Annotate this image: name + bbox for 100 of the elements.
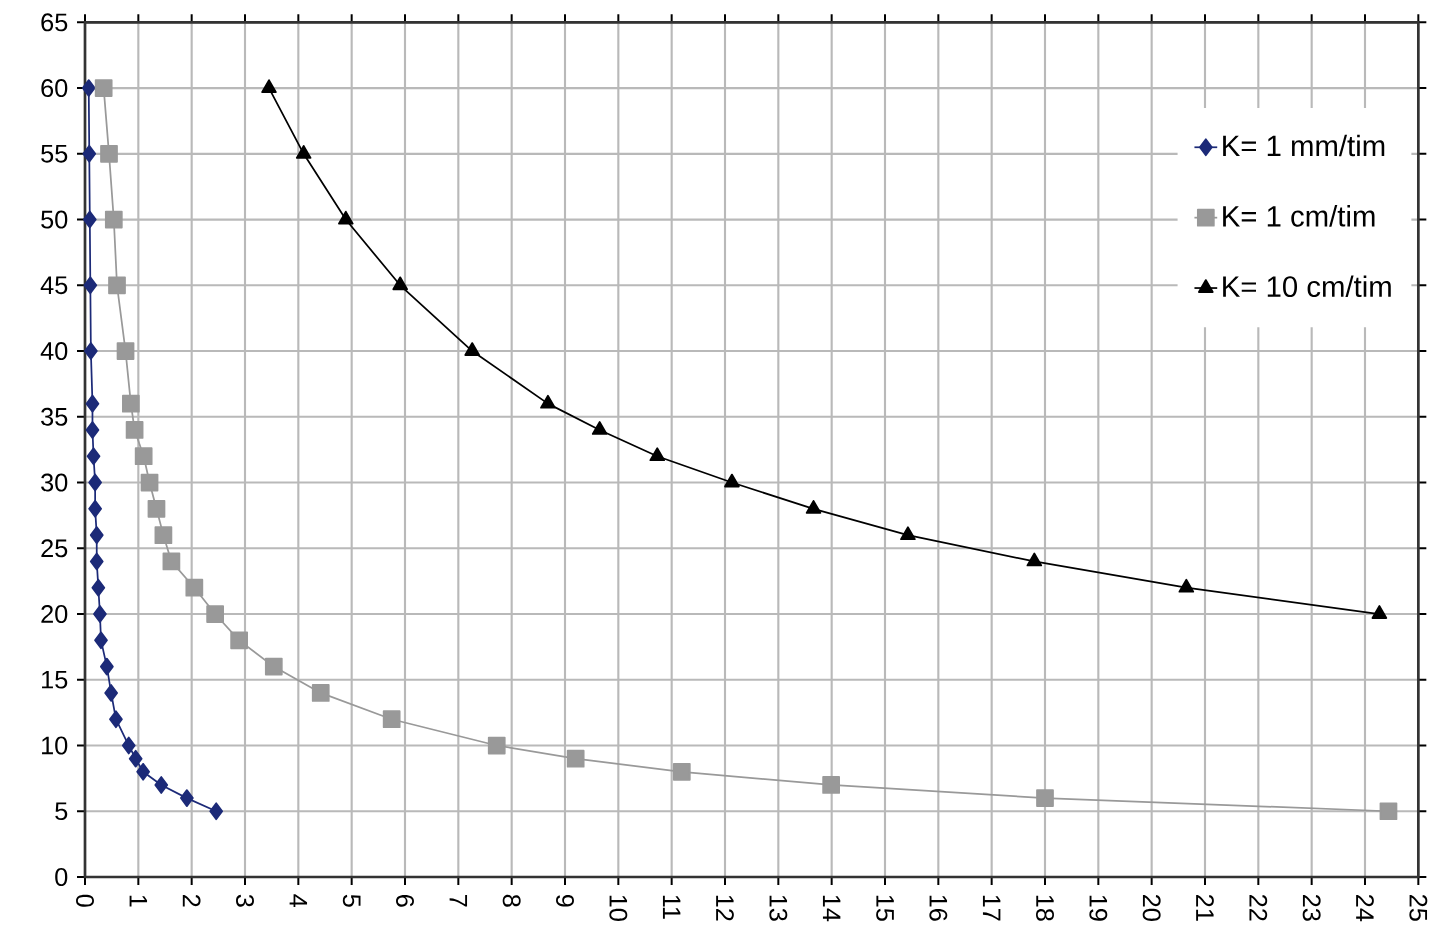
point <box>311 684 330 702</box>
y-tick-label: 30 <box>41 473 68 492</box>
point <box>140 473 159 492</box>
point <box>147 499 166 518</box>
y-tick-label: 60 <box>41 79 68 98</box>
point <box>109 710 123 729</box>
point <box>230 631 248 650</box>
point <box>82 210 97 229</box>
point <box>261 79 277 93</box>
x-tick-label: 15 <box>876 895 894 921</box>
point <box>91 578 106 597</box>
point <box>93 605 107 623</box>
point <box>264 657 283 676</box>
point <box>121 736 136 755</box>
point <box>94 79 113 97</box>
point <box>128 749 143 768</box>
x-tick-label: 24 <box>1356 894 1374 922</box>
point <box>88 473 103 492</box>
y-tick-label: 50 <box>41 210 68 229</box>
point <box>125 421 144 439</box>
x-tick-label: 2 <box>182 894 201 907</box>
x-tick-label: 12 <box>716 895 734 921</box>
point <box>122 394 140 413</box>
point <box>464 342 480 356</box>
x-tick-label: 20 <box>1142 894 1161 921</box>
x-tick-label: 7 <box>449 895 468 907</box>
x-tick-label: 0 <box>76 894 94 907</box>
point <box>154 776 169 794</box>
point <box>1178 578 1195 593</box>
x-tick-label: 19 <box>1089 895 1108 921</box>
point <box>672 762 691 781</box>
point <box>116 342 135 360</box>
point <box>649 447 666 462</box>
legend-label: K= 1 cm/tim <box>1223 205 1375 227</box>
point <box>100 657 114 676</box>
x-tick-label: 11 <box>662 895 681 919</box>
point <box>85 394 100 413</box>
point <box>84 342 98 360</box>
point <box>209 802 224 821</box>
legend-label: K= 1 mm/tim <box>1223 134 1385 157</box>
x-tick-label: 25 <box>1409 894 1428 921</box>
point <box>180 789 194 807</box>
point <box>1026 552 1043 567</box>
point <box>724 473 740 488</box>
y-tick-label: 45 <box>40 276 68 295</box>
point <box>382 710 401 729</box>
x-tick-label: 18 <box>1036 895 1054 921</box>
legend-label: K= 10 cm/tim <box>1223 275 1391 298</box>
y-tick-label: 15 <box>42 670 68 689</box>
y-tick-label: 65 <box>41 13 68 32</box>
point <box>89 552 104 571</box>
point <box>295 144 312 159</box>
y-tick-label: 35 <box>41 407 68 426</box>
x-tick-label: 10 <box>609 895 628 921</box>
y-tick-label: 20 <box>41 605 68 623</box>
point <box>108 276 126 295</box>
x-tick-label: 1 <box>129 895 148 907</box>
point <box>154 526 173 544</box>
point <box>136 762 151 781</box>
x-tick-label: 22 <box>1249 894 1268 921</box>
point <box>134 447 153 466</box>
point <box>1036 789 1054 807</box>
point <box>1379 802 1398 821</box>
point <box>104 210 123 229</box>
point <box>487 736 506 755</box>
x-tick-label: 23 <box>1302 894 1321 921</box>
point <box>100 144 118 163</box>
point <box>591 421 608 435</box>
y-tick-label: 0 <box>55 868 68 886</box>
point <box>85 421 100 439</box>
x-tick-label: 21 <box>1196 894 1214 921</box>
point <box>822 776 840 794</box>
x-tick-label: 13 <box>769 895 788 921</box>
point <box>805 499 822 514</box>
x-tick-label: 9 <box>556 894 574 907</box>
x-tick-label: 17 <box>982 895 1001 921</box>
y-tick-label: 10 <box>42 736 68 755</box>
x-tick-label: 3 <box>236 894 254 907</box>
point <box>566 749 585 768</box>
x-tick-label: 4 <box>289 894 308 908</box>
point <box>89 526 104 544</box>
point <box>206 605 225 623</box>
point <box>185 578 204 597</box>
point <box>900 526 916 540</box>
x-tick-label: 8 <box>502 894 521 907</box>
y-tick-label: 25 <box>41 539 68 558</box>
point <box>86 447 101 466</box>
x-tick-label: 14 <box>822 895 841 922</box>
point <box>338 210 354 225</box>
y-tick-label: 40 <box>40 342 68 361</box>
point <box>81 79 96 97</box>
point <box>540 394 556 409</box>
x-tick-label: 16 <box>929 895 948 921</box>
point <box>162 552 181 571</box>
x-tick-label: 6 <box>396 894 414 907</box>
y-tick-label: 5 <box>55 802 68 821</box>
point <box>94 631 108 650</box>
x-tick-label: 5 <box>342 894 361 907</box>
y-tick-label: 55 <box>41 144 68 163</box>
point <box>1371 605 1388 619</box>
